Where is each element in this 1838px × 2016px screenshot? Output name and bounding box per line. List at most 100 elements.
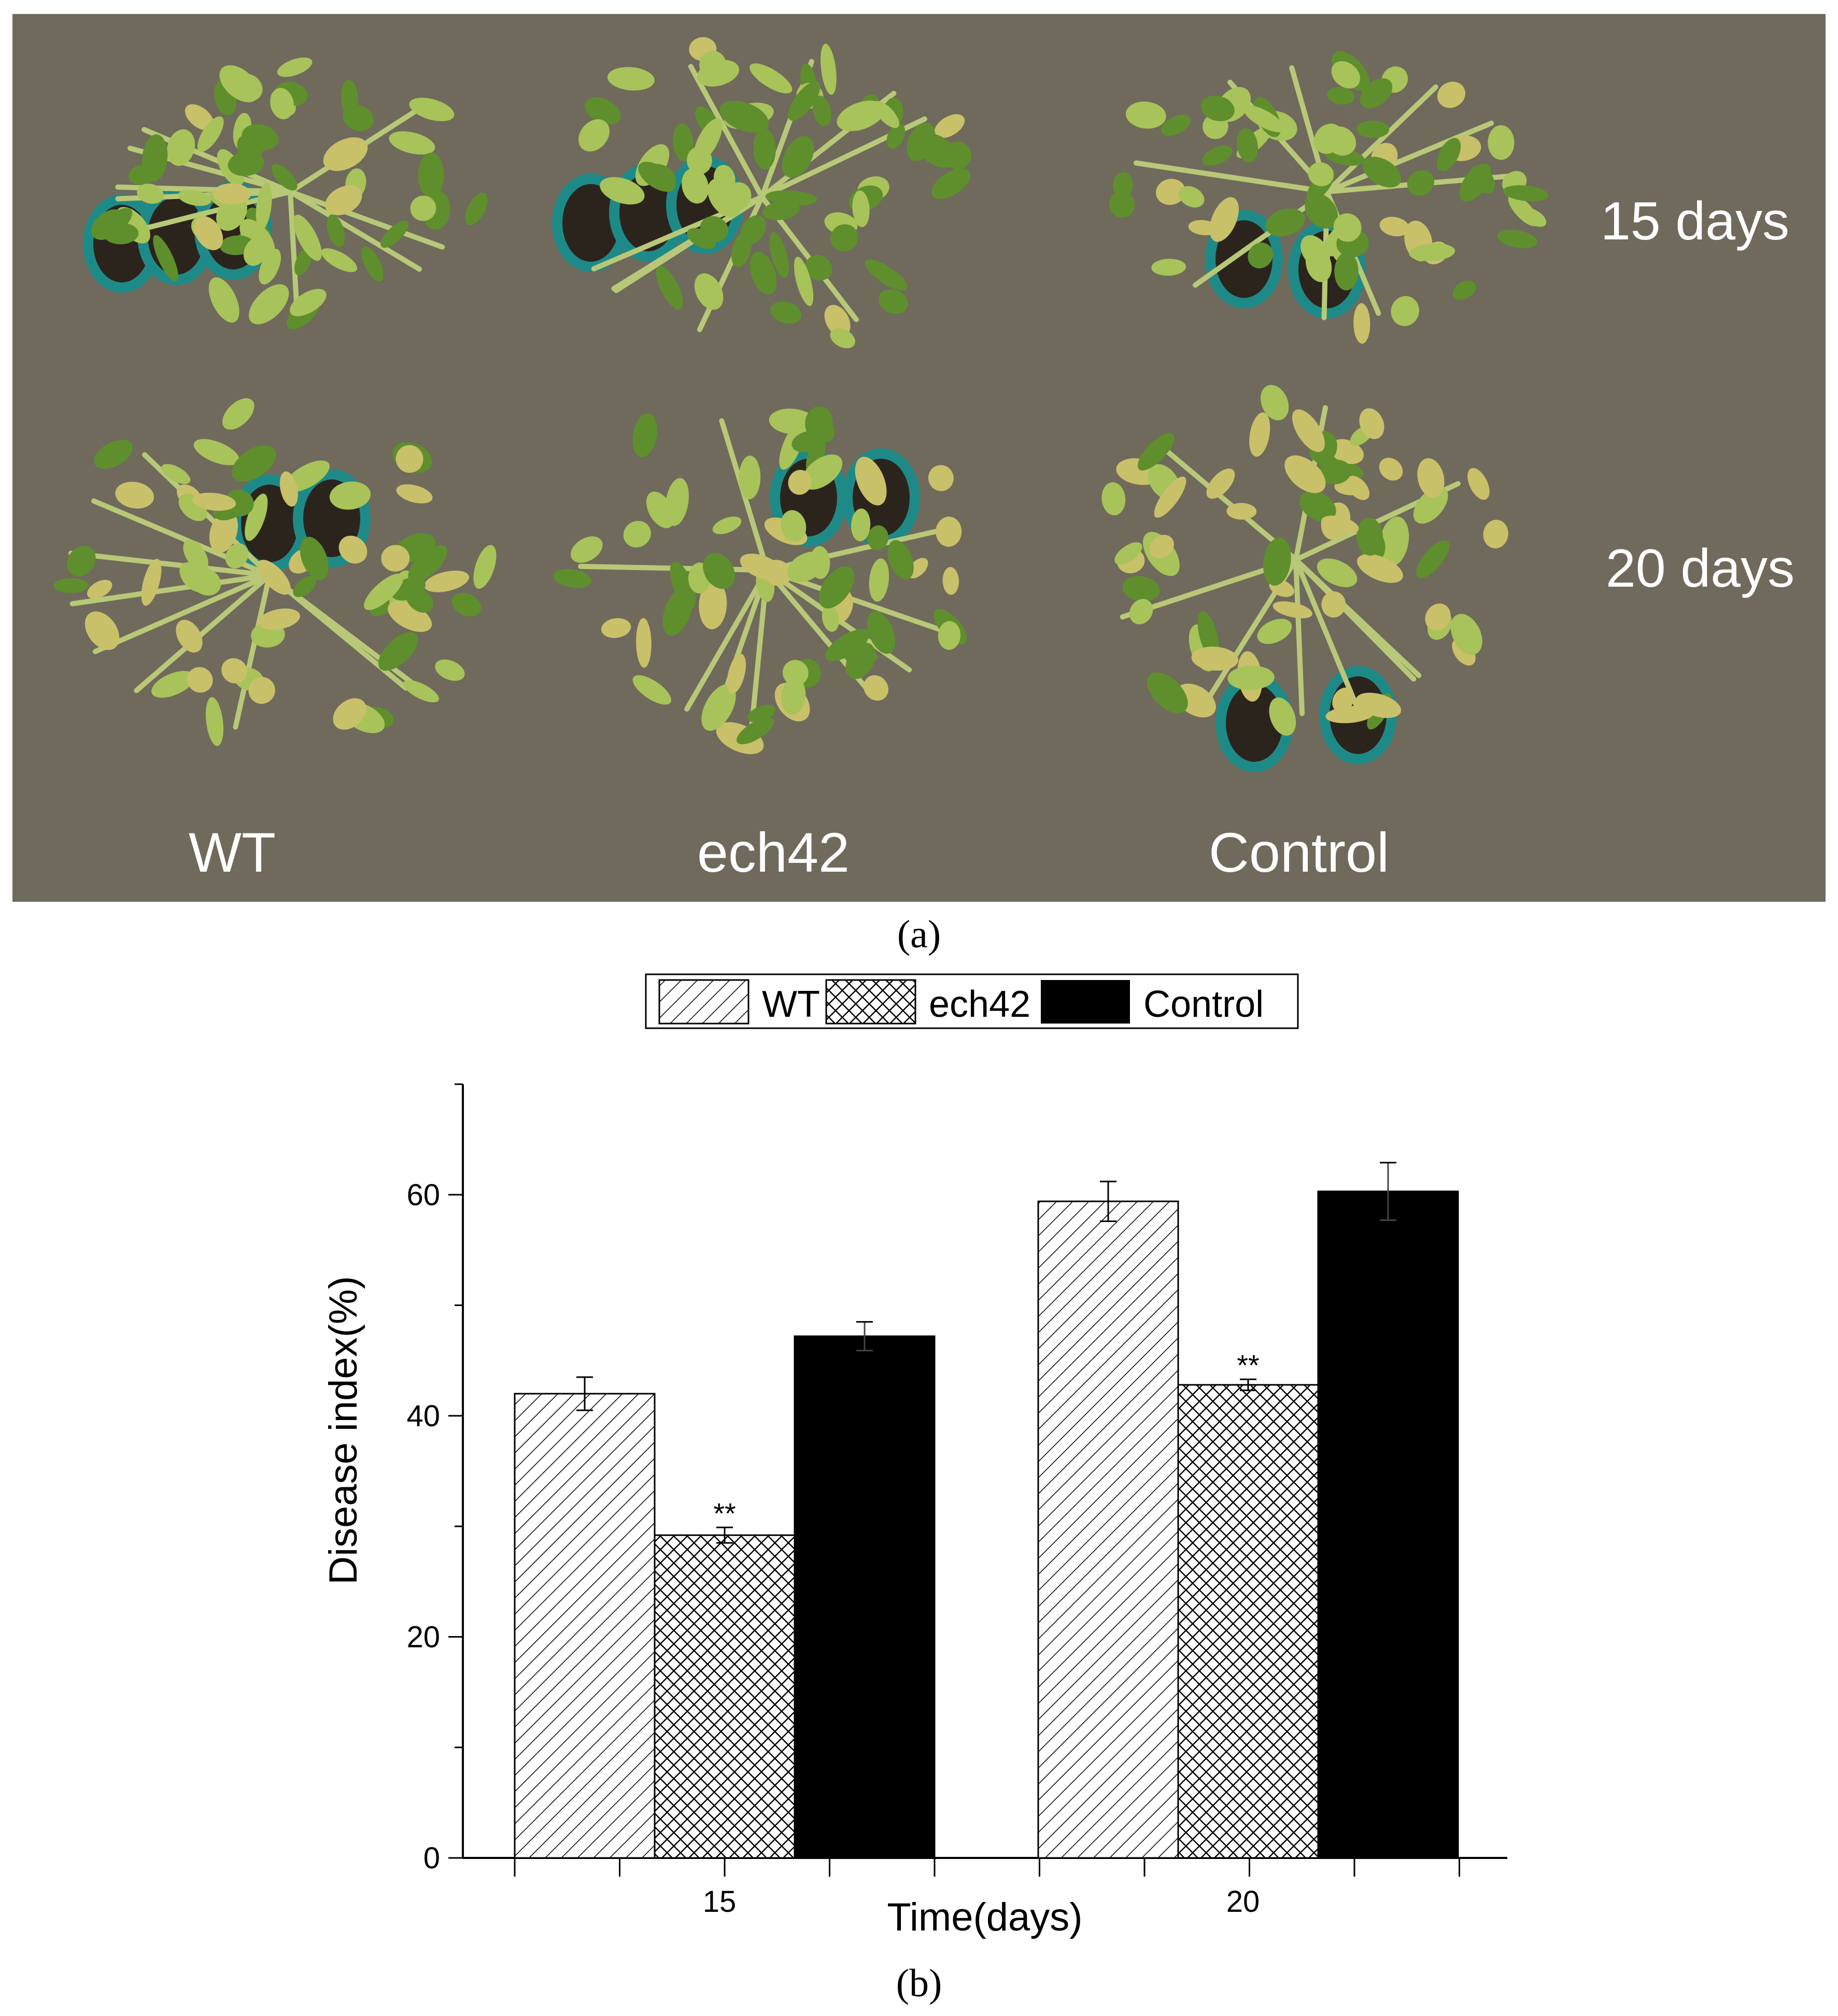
leaf (323, 137, 368, 171)
leaf (750, 251, 777, 295)
leaf (1227, 665, 1275, 690)
column-label-control: Control (1209, 821, 1389, 884)
column-label-wt: WT (189, 821, 276, 884)
leaf (632, 413, 657, 458)
leaf (300, 536, 329, 580)
leaf (770, 301, 801, 324)
legend-label-ech42: ech42 (929, 984, 1030, 1025)
leaf (270, 88, 294, 120)
leaf (1257, 618, 1292, 644)
leaf (821, 44, 837, 95)
leaf (1248, 243, 1273, 268)
leaf (364, 573, 404, 611)
leaf (1206, 468, 1235, 499)
leaf (782, 660, 809, 686)
leaf (192, 492, 236, 511)
leaf (656, 265, 683, 310)
leaf (329, 481, 371, 510)
leaf (867, 611, 896, 654)
leaf (1226, 503, 1257, 520)
leaf (812, 95, 831, 126)
leaf (395, 445, 423, 473)
leaf (1154, 476, 1186, 518)
leaf (936, 516, 962, 547)
leaf (1437, 138, 1461, 172)
photo-panel (12, 14, 1826, 902)
leaf (1292, 409, 1325, 452)
leaf (378, 632, 418, 671)
leaf (321, 248, 358, 273)
leaf (1321, 591, 1346, 618)
leaf (623, 520, 651, 548)
leaf (87, 579, 112, 599)
x-tick-label: 20 (1226, 1885, 1260, 1919)
leaf (865, 259, 908, 291)
leaf (361, 246, 384, 281)
legend-swatch-control (1041, 980, 1130, 1024)
leaf (1413, 486, 1448, 524)
y-tick-label: 60 (406, 1178, 440, 1212)
leaf (128, 164, 157, 185)
plant-control-15 (1109, 51, 1549, 344)
leaf (178, 190, 211, 206)
leaf (228, 151, 264, 176)
leaf (381, 545, 410, 572)
leaf (1101, 482, 1126, 516)
leaf (1319, 459, 1351, 485)
leaf (1260, 385, 1289, 421)
leaf (1333, 213, 1362, 242)
leaf (1469, 165, 1495, 194)
leaf (137, 183, 164, 204)
leaf (585, 97, 621, 125)
leaf (719, 101, 769, 133)
leaf (697, 60, 740, 87)
leaf (769, 232, 789, 278)
leaf (435, 659, 465, 681)
x-tick-label: 15 (703, 1885, 737, 1919)
leaf (1325, 126, 1356, 156)
leaf (1417, 458, 1445, 498)
leaf (869, 558, 889, 602)
leaf (161, 464, 191, 484)
leaf (406, 587, 433, 613)
leaf (232, 445, 276, 482)
y-tick-label: 0 (423, 1841, 440, 1875)
leaf (750, 63, 793, 94)
leaf (578, 119, 610, 152)
leaf (293, 215, 322, 261)
leaf (1122, 576, 1160, 602)
stem (288, 189, 445, 250)
leaf (801, 454, 843, 490)
leaf (607, 67, 655, 91)
leaf (687, 146, 712, 175)
leaf (410, 195, 436, 221)
stem (288, 189, 300, 311)
caption-b: (b) (896, 1962, 942, 2005)
stem (1293, 557, 1305, 716)
leaf (864, 675, 888, 701)
leaf (1452, 280, 1476, 300)
leaf (1151, 259, 1186, 276)
plant-photos (53, 37, 1549, 772)
leaf (938, 621, 961, 650)
leaf (341, 79, 358, 117)
leaf (1263, 537, 1291, 586)
bar-control-20 (1317, 1190, 1459, 1859)
leaf (855, 457, 887, 506)
leaf (1503, 185, 1549, 202)
leaf (1497, 230, 1537, 248)
leaf (632, 675, 672, 705)
leaf (672, 123, 694, 162)
leaf (822, 605, 839, 632)
leaf (739, 456, 761, 500)
leaf (294, 248, 312, 276)
stem (1324, 84, 1438, 194)
leaf (694, 273, 724, 310)
leaf (1236, 128, 1259, 163)
legend-swatch-wt (658, 979, 750, 1025)
leaf (259, 248, 281, 285)
leaf (1299, 490, 1336, 522)
leaf (810, 546, 830, 579)
leaf (183, 539, 208, 572)
leaf (1317, 558, 1358, 588)
